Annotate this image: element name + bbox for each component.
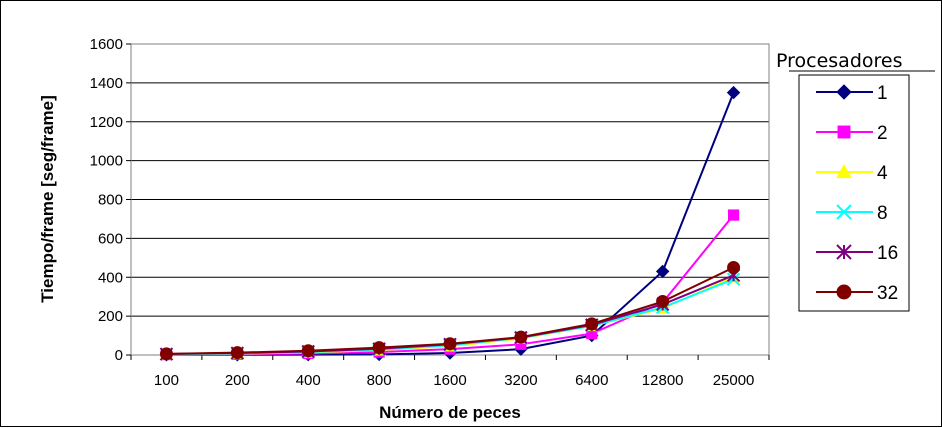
legend-label: 1 — [877, 83, 888, 104]
legend-label: 8 — [877, 203, 888, 224]
y-tick-label: 1600 — [90, 36, 123, 53]
data-point-circle — [836, 284, 852, 300]
legend: 1 2 4 8 16 32 — [816, 83, 898, 304]
data-point-diamond — [836, 84, 852, 100]
series-1 — [159, 85, 741, 362]
series-line — [166, 92, 735, 356]
x-tick-label: 25000 — [713, 372, 755, 389]
data-point-square — [727, 209, 740, 221]
y-tick-label: 400 — [98, 269, 123, 286]
y-tick-label: 0 — [115, 347, 123, 364]
data-point-diamond — [655, 264, 670, 279]
y-tick-label: 200 — [98, 308, 123, 325]
y-tick-label: 1200 — [90, 114, 123, 131]
legend-label: 16 — [877, 243, 898, 264]
y-tick-label: 1000 — [90, 153, 123, 170]
data-point-circle — [301, 344, 315, 358]
x-tick-label: 6400 — [575, 372, 608, 389]
x-tick-label: 100 — [154, 372, 179, 389]
data-point-triangle — [836, 163, 852, 179]
data-point-circle — [443, 337, 457, 351]
series-group — [159, 85, 741, 362]
legend-item-4: 4 — [816, 163, 888, 184]
x-tick-label: 12800 — [642, 372, 684, 389]
y-tick-label: 600 — [98, 230, 123, 247]
x-tick-label: 3200 — [504, 372, 537, 389]
legend-item-2: 2 — [816, 123, 888, 144]
data-point-circle — [514, 330, 528, 344]
legend-label: 4 — [877, 163, 888, 184]
legend-label: 2 — [877, 123, 888, 144]
x-axis-title: Número de peces — [379, 403, 521, 422]
series-32 — [159, 261, 741, 361]
data-point-star — [836, 244, 852, 260]
x-tick-label: 1600 — [433, 372, 466, 389]
legend-item-16: 16 — [816, 243, 898, 264]
legend-item-8: 8 — [816, 203, 888, 224]
legend-label: 32 — [877, 283, 898, 304]
data-point-circle — [230, 346, 244, 360]
legend-title: Procesadores — [776, 50, 903, 72]
y-axis-ticks: 0 200 400 600 800 1000 1200 1400 1600 — [90, 36, 131, 364]
x-axis-ticks: 100 200 400 800 1600 3200 6400 12800 25000 — [130, 355, 770, 389]
gridlines — [131, 43, 769, 317]
legend-item-32: 32 — [816, 283, 898, 304]
legend-box — [798, 74, 910, 312]
data-point-circle — [727, 261, 741, 275]
data-point-circle — [372, 341, 386, 355]
data-point-circle — [159, 347, 173, 361]
x-tick-label: 400 — [296, 372, 321, 389]
x-tick-label: 800 — [367, 372, 392, 389]
y-tick-label: 800 — [98, 192, 123, 209]
y-axis-title: Tiempo/frame [seg/frame] — [38, 95, 57, 303]
data-point-square — [837, 125, 851, 139]
data-point-circle — [585, 317, 599, 331]
data-point-diamond — [726, 85, 741, 100]
data-point-circle — [656, 295, 670, 309]
data-point-x — [836, 204, 852, 220]
legend-item-1: 1 — [816, 83, 888, 104]
y-tick-label: 1400 — [90, 75, 123, 92]
x-tick-label: 200 — [225, 372, 250, 389]
